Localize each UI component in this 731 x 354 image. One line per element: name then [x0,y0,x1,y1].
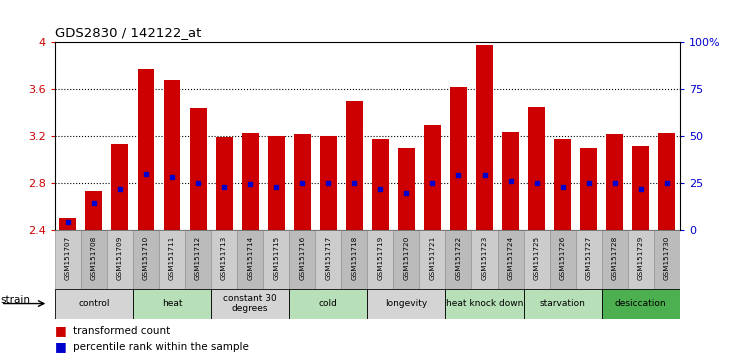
Bar [133,289,211,319]
Text: GSM151717: GSM151717 [325,236,331,280]
Bar [632,146,649,230]
Text: GSM151724: GSM151724 [507,236,514,280]
Text: GSM151722: GSM151722 [455,236,461,280]
Bar [445,289,523,319]
Bar [81,230,107,289]
Bar [268,136,284,230]
Bar [367,289,445,319]
Text: GSM151713: GSM151713 [221,236,227,280]
Bar [164,80,181,230]
Bar [55,230,81,289]
Bar [654,230,680,289]
Bar [575,230,602,289]
Text: GSM151716: GSM151716 [299,236,306,280]
Text: longevity: longevity [385,299,428,308]
Bar [137,69,154,230]
Bar [185,230,211,289]
Bar [502,132,519,230]
Bar [211,230,237,289]
Bar [294,134,311,230]
Bar [445,230,471,289]
Bar [367,230,393,289]
Bar [471,230,498,289]
Bar [554,139,571,230]
Bar [86,192,102,230]
Text: GSM151712: GSM151712 [195,236,201,280]
Text: GSM151729: GSM151729 [637,236,644,280]
Bar [341,230,367,289]
Text: GSM151714: GSM151714 [247,236,253,280]
Text: ■: ■ [55,341,67,353]
Text: GSM151728: GSM151728 [612,236,618,280]
Bar [659,133,675,230]
Text: GSM151719: GSM151719 [377,236,383,280]
Text: heat: heat [162,299,182,308]
Bar [372,139,389,230]
Text: cold: cold [319,299,338,308]
Text: GSM151709: GSM151709 [117,236,123,280]
Bar [159,230,185,289]
Text: GDS2830 / 142122_at: GDS2830 / 142122_at [55,26,201,39]
Bar [420,230,445,289]
Bar [393,230,420,289]
Text: GSM151723: GSM151723 [482,236,488,280]
Text: starvation: starvation [539,299,586,308]
Text: heat knock down: heat knock down [446,299,523,308]
Bar [602,289,680,319]
Bar [211,289,289,319]
Bar [133,230,159,289]
Bar [602,230,628,289]
Bar [237,230,263,289]
Bar [523,289,602,319]
Bar [242,133,259,230]
Bar [450,87,467,230]
Bar [263,230,289,289]
Bar [315,230,341,289]
Bar [550,230,576,289]
Bar [628,230,654,289]
Text: desiccation: desiccation [615,299,667,308]
Bar [289,289,367,319]
Text: percentile rank within the sample: percentile rank within the sample [73,342,249,352]
Bar [59,218,76,230]
Text: GSM151727: GSM151727 [586,236,591,280]
Bar [319,136,337,230]
Bar [55,289,133,319]
Bar [523,230,550,289]
Bar [189,108,207,230]
Text: GSM151730: GSM151730 [664,236,670,280]
Bar [289,230,315,289]
Text: GSM151708: GSM151708 [91,236,97,280]
Text: GSM151718: GSM151718 [352,236,357,280]
Bar [528,107,545,230]
Bar [216,137,232,230]
Bar [580,148,597,230]
Text: GSM151726: GSM151726 [560,236,566,280]
Bar [606,134,624,230]
Text: GSM151721: GSM151721 [429,236,436,280]
Bar [346,101,363,230]
Text: GSM151725: GSM151725 [534,236,539,280]
Text: strain: strain [1,295,31,305]
Text: GSM151711: GSM151711 [169,236,175,280]
Text: constant 30
degrees: constant 30 degrees [223,294,277,313]
Bar [476,45,493,230]
Bar [111,144,129,230]
Text: ■: ■ [55,325,67,337]
Text: control: control [78,299,110,308]
Bar [424,125,441,230]
Bar [498,230,523,289]
Bar [107,230,133,289]
Bar [398,148,415,230]
Text: GSM151710: GSM151710 [143,236,149,280]
Text: GSM151707: GSM151707 [65,236,71,280]
Text: GSM151715: GSM151715 [273,236,279,280]
Text: GSM151720: GSM151720 [404,236,409,280]
Text: transformed count: transformed count [73,326,170,336]
